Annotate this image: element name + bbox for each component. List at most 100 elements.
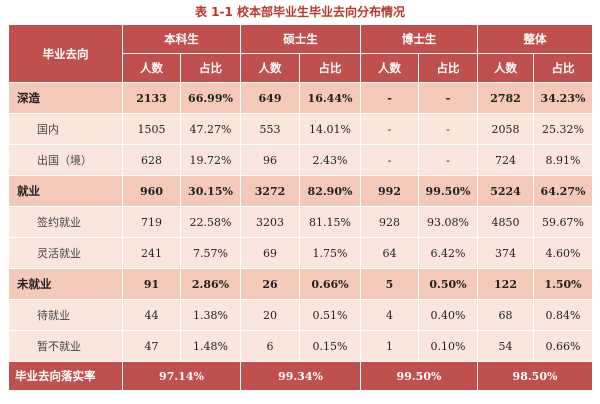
- table-row: 国内 1505 47.27% 553 14.01% - -2058 25.32%: [8, 113, 593, 145]
- row-label-header: 毕业去向: [8, 24, 123, 83]
- count-header: 人数: [122, 53, 181, 83]
- row-label: 出国（境）: [8, 144, 123, 176]
- count-cell: 96: [240, 144, 300, 176]
- count-cell: 4: [360, 299, 419, 331]
- count-cell: -: [360, 82, 419, 114]
- count-cell: 928: [360, 206, 419, 238]
- ratio-cell: 34.23%: [533, 82, 593, 114]
- table-row: 深造 2133 66.99% 649 16.44% - -2782 34.23%: [8, 82, 593, 114]
- count-cell: 26: [240, 268, 300, 300]
- ratio-cell: 93.08%: [418, 206, 478, 238]
- count-cell: 69: [240, 237, 300, 269]
- ratio-cell: -: [418, 144, 478, 176]
- graduate-destination-table: 毕业去向 本科生 硕士生 博士生 整体 人数 占比 人数 占比 人数 占比 人数…: [8, 24, 593, 391]
- table-row: 出国（境） 628 19.72% 96 2.43% - -724 8.91%: [8, 144, 593, 176]
- table-row: 灵活就业 241 7.57% 69 1.75% 64 6.42% 374 4.60%: [8, 237, 593, 269]
- row-label: 深造: [8, 82, 123, 114]
- ratio-cell: 6.42%: [418, 237, 478, 269]
- ratio-cell: -: [418, 82, 478, 114]
- footer-rate-overall: 98.50%: [477, 361, 593, 391]
- ratio-cell: 66.99%: [180, 82, 241, 114]
- count-cell: 553: [240, 113, 300, 145]
- ratio-cell: 8.91%: [533, 144, 593, 176]
- row-label: 国内: [8, 113, 123, 145]
- ratio-cell: 82.90%: [299, 175, 361, 207]
- ratio-cell: 47.27%: [180, 113, 241, 145]
- count-cell: 91: [122, 268, 181, 300]
- count-cell: 649: [240, 82, 300, 114]
- row-label: 待就业: [8, 299, 123, 331]
- ratio-cell: 0.40%: [418, 299, 478, 331]
- ratio-cell: 0.84%: [533, 299, 593, 331]
- table-row: 就业 960 30.15% 3272 82.90% 992 99.50% 5224 64.27%: [8, 175, 593, 207]
- ratio-cell: 64.27%: [533, 175, 593, 207]
- ratio-cell: 25.32%: [533, 113, 593, 145]
- row-label: 未就业: [8, 268, 123, 300]
- ratio-cell: 1.38%: [180, 299, 241, 331]
- ratio-cell: 30.15%: [180, 175, 241, 207]
- table-row: 暂不就业 47 1.48% 6 0.15% 1 0.10% 54 0.66%: [8, 330, 593, 362]
- ratio-cell: 0.50%: [418, 268, 478, 300]
- ratio-cell: 2.86%: [180, 268, 241, 300]
- count-cell: 64: [360, 237, 419, 269]
- ratio-cell: 0.66%: [533, 330, 593, 362]
- count-cell: 47: [122, 330, 181, 362]
- ratio-header: 占比: [418, 53, 478, 83]
- ratio-cell: 0.66%: [299, 268, 361, 300]
- count-header: 人数: [240, 53, 300, 83]
- count-cell: 724: [477, 144, 534, 176]
- count-header: 人数: [360, 53, 419, 83]
- count-cell: 374: [477, 237, 534, 269]
- count-cell: 2133: [122, 82, 181, 114]
- ratio-cell: 14.01%: [299, 113, 361, 145]
- ratio-header: 占比: [533, 53, 593, 83]
- count-cell: 3272: [240, 175, 300, 207]
- ratio-cell: 99.50%: [418, 175, 478, 207]
- ratio-cell: 7.57%: [180, 237, 241, 269]
- ratio-cell: -: [418, 113, 478, 145]
- footer-rate-doctoral: 99.50%: [360, 361, 478, 391]
- ratio-cell: 59.67%: [533, 206, 593, 238]
- count-cell: 1505: [122, 113, 181, 145]
- footer-label: 毕业去向落实率: [8, 361, 123, 391]
- count-cell: 44: [122, 299, 181, 331]
- group-header-doctoral: 博士生: [360, 24, 478, 54]
- count-cell: 992: [360, 175, 419, 207]
- count-cell: 4850: [477, 206, 534, 238]
- count-cell: 241: [122, 237, 181, 269]
- table-row: 待就业 44 1.38% 20 0.51% 4 0.40% 68 0.84%: [8, 299, 593, 331]
- count-cell: 20: [240, 299, 300, 331]
- ratio-cell: 19.72%: [180, 144, 241, 176]
- ratio-cell: 1.48%: [180, 330, 241, 362]
- count-cell: 2058: [477, 113, 534, 145]
- table-row: 签约就业 719 22.58% 3203 81.15% 928 93.08% 4850 59.6…: [8, 206, 593, 238]
- count-cell: -: [360, 113, 419, 145]
- ratio-cell: 1.75%: [299, 237, 361, 269]
- ratio-cell: 0.51%: [299, 299, 361, 331]
- ratio-cell: 2.43%: [299, 144, 361, 176]
- ratio-cell: 16.44%: [299, 82, 361, 114]
- ratio-cell: 0.10%: [418, 330, 478, 362]
- count-cell: 6: [240, 330, 300, 362]
- ratio-header: 占比: [180, 53, 241, 83]
- count-header: 人数: [477, 53, 534, 83]
- ratio-cell: 22.58%: [180, 206, 241, 238]
- ratio-cell: 0.15%: [299, 330, 361, 362]
- count-cell: 3203: [240, 206, 300, 238]
- row-label: 灵活就业: [8, 237, 123, 269]
- group-header-undergraduate: 本科生: [122, 24, 241, 54]
- ratio-header: 占比: [299, 53, 361, 83]
- count-cell: 5224: [477, 175, 534, 207]
- count-cell: 54: [477, 330, 534, 362]
- count-cell: 960: [122, 175, 181, 207]
- ratio-cell: 1.50%: [533, 268, 593, 300]
- count-cell: 68: [477, 299, 534, 331]
- table-row: 未就业 91 2.86% 26 0.66% 5 0.50% 122 1.50%: [8, 268, 593, 300]
- count-cell: 122: [477, 268, 534, 300]
- count-cell: 1: [360, 330, 419, 362]
- row-label: 就业: [8, 175, 123, 207]
- footer-rate-undergraduate: 97.14%: [122, 361, 241, 391]
- count-cell: 719: [122, 206, 181, 238]
- count-cell: 628: [122, 144, 181, 176]
- count-cell: -: [360, 144, 419, 176]
